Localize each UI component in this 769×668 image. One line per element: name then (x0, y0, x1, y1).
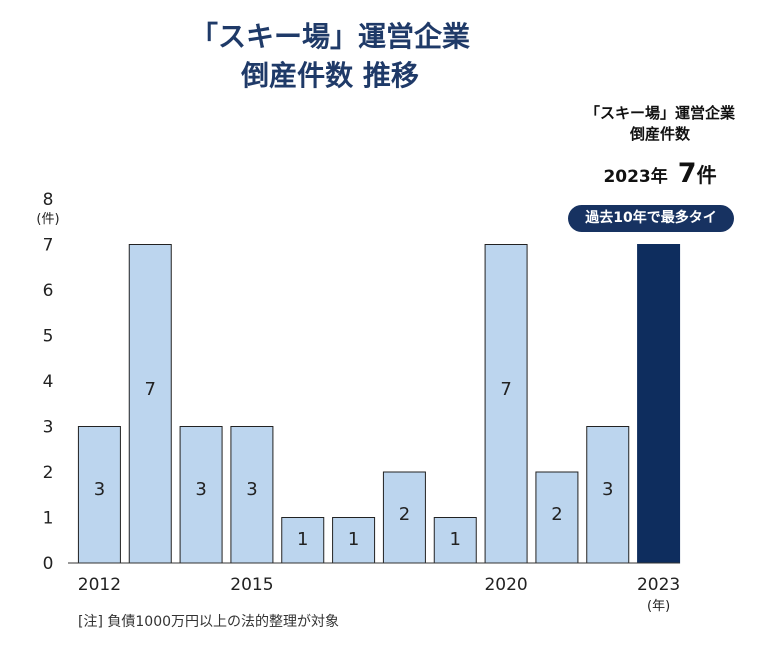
bar-value-label: 7 (500, 379, 511, 400)
x-tick-label: 2023 (637, 575, 680, 595)
y-tick-label: 1 (43, 509, 54, 529)
bar-value-label: 3 (94, 479, 105, 500)
bar-2016 (281, 517, 325, 564)
footnote: [注] 負債1000万円以上の法的整理が対象 (78, 614, 340, 630)
y-tick-label: 0 (43, 554, 54, 574)
callout-year: 2023年 (603, 167, 668, 187)
y-axis-unit: (件) (36, 212, 59, 227)
bar-2023 (637, 244, 681, 564)
bar-value-label: 7 (145, 379, 156, 400)
chart-title-line1: 「スキー場」運営企業 (189, 20, 470, 53)
record-badge: 過去10年で最多タイ (568, 205, 734, 232)
callout-title-line2: 倒産件数 (629, 125, 690, 143)
bar-2015 (230, 426, 274, 564)
y-tick-label: 3 (43, 418, 54, 438)
callout-title-line1: 「スキー場」運営企業 (584, 104, 735, 122)
y-tick-label: 2 (43, 463, 54, 483)
x-tick-label: 2020 (484, 575, 527, 595)
bar-2021 (535, 471, 579, 564)
bar-2020 (484, 244, 528, 564)
bar-value-label: 2 (551, 504, 562, 525)
y-tick-label: 8 (43, 190, 54, 210)
bar-value-label: 1 (450, 529, 461, 550)
y-tick-label: 4 (43, 372, 54, 392)
y-tick-label: 5 (43, 327, 54, 347)
y-axis: 0 1 2 3 4 5 6 7 8 (件) (36, 190, 59, 574)
bar-value-label: 1 (348, 529, 359, 550)
bar-2014 (179, 426, 223, 564)
x-axis-unit: (年) (647, 599, 670, 614)
y-tick-label: 7 (43, 236, 54, 256)
y-tick-label: 6 (43, 281, 54, 301)
callout-count: 7 (677, 158, 697, 189)
bar-value-label: 3 (246, 479, 257, 500)
bar-value-label: 3 (195, 479, 206, 500)
bar-2012 (77, 426, 121, 564)
bar-2022 (586, 426, 630, 564)
bar-value-label: 1 (297, 529, 308, 550)
x-tick-label: 2012 (78, 575, 121, 595)
bar-2019 (433, 517, 477, 564)
bar-2017 (332, 517, 376, 564)
bar-2013 (128, 244, 172, 564)
bars: 3 7 3 3 1 1 2 1 7 2 3 (77, 244, 681, 564)
callout-year-count: 2023年 7件 (560, 158, 760, 189)
chart-title-line2: 倒産件数 推移 (241, 59, 419, 92)
bar-value-label: 3 (602, 479, 613, 500)
x-axis: 2012 2015 2020 2023 (年) (68, 562, 680, 614)
x-tick-label: 2015 (230, 575, 273, 595)
callout-count-unit: 件 (696, 163, 717, 187)
bar-value-label: 2 (399, 504, 410, 525)
